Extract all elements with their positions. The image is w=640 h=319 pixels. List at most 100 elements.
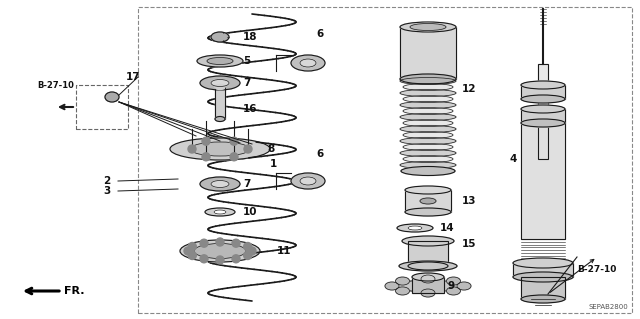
Ellipse shape <box>421 275 435 283</box>
Ellipse shape <box>521 119 565 127</box>
Circle shape <box>232 239 240 247</box>
Ellipse shape <box>405 186 451 194</box>
Bar <box>215 87 225 119</box>
Ellipse shape <box>457 282 471 290</box>
Ellipse shape <box>385 282 399 290</box>
Circle shape <box>188 145 196 153</box>
Bar <box>521 277 565 299</box>
Circle shape <box>244 251 252 259</box>
Ellipse shape <box>170 138 270 160</box>
Ellipse shape <box>447 277 460 285</box>
Bar <box>76 85 128 129</box>
Ellipse shape <box>205 208 235 216</box>
Text: 6: 6 <box>316 149 324 159</box>
Ellipse shape <box>396 277 410 285</box>
Circle shape <box>202 153 210 161</box>
Text: 11: 11 <box>277 246 291 256</box>
Ellipse shape <box>403 108 453 115</box>
Ellipse shape <box>211 181 229 188</box>
Bar <box>521 109 565 123</box>
Text: 3: 3 <box>103 186 110 196</box>
Text: 15: 15 <box>462 239 477 249</box>
Ellipse shape <box>400 78 456 85</box>
Bar <box>513 263 573 277</box>
Ellipse shape <box>400 74 456 84</box>
Ellipse shape <box>211 79 229 86</box>
Ellipse shape <box>401 167 455 175</box>
Bar <box>521 85 565 99</box>
Text: 13: 13 <box>462 196 477 206</box>
Text: B-27-10: B-27-10 <box>38 80 74 90</box>
Ellipse shape <box>215 85 225 90</box>
Circle shape <box>230 137 238 145</box>
Ellipse shape <box>403 131 453 138</box>
Bar <box>138 7 632 313</box>
Ellipse shape <box>200 177 240 191</box>
Ellipse shape <box>410 24 446 31</box>
Ellipse shape <box>403 95 453 102</box>
Circle shape <box>248 247 256 255</box>
Bar <box>400 27 456 79</box>
Ellipse shape <box>211 32 229 42</box>
Ellipse shape <box>521 119 565 127</box>
Ellipse shape <box>400 150 456 157</box>
Text: 2: 2 <box>103 176 110 186</box>
Circle shape <box>184 247 192 255</box>
Ellipse shape <box>513 272 573 282</box>
Ellipse shape <box>521 295 565 303</box>
Ellipse shape <box>521 95 565 103</box>
Text: 1: 1 <box>270 159 277 169</box>
Bar <box>408 241 448 266</box>
Ellipse shape <box>420 198 436 204</box>
Bar <box>521 109 565 123</box>
Bar <box>513 263 573 277</box>
Ellipse shape <box>300 177 316 185</box>
Text: 10: 10 <box>243 207 257 217</box>
Text: 7: 7 <box>243 179 250 189</box>
Ellipse shape <box>521 105 565 113</box>
Ellipse shape <box>403 155 453 162</box>
Ellipse shape <box>403 120 453 127</box>
Circle shape <box>244 145 252 153</box>
Ellipse shape <box>400 125 456 132</box>
Bar <box>412 277 444 293</box>
Ellipse shape <box>105 92 119 102</box>
Bar <box>538 64 548 159</box>
Bar <box>405 190 451 212</box>
Circle shape <box>244 242 252 250</box>
Ellipse shape <box>197 55 243 67</box>
Ellipse shape <box>521 81 565 89</box>
Circle shape <box>232 255 240 263</box>
Ellipse shape <box>399 261 457 271</box>
Ellipse shape <box>207 57 233 64</box>
Circle shape <box>216 256 224 264</box>
Text: B-27-10: B-27-10 <box>577 264 617 273</box>
Ellipse shape <box>412 273 444 281</box>
Text: 4: 4 <box>510 154 517 164</box>
Text: 8: 8 <box>267 144 275 154</box>
Circle shape <box>202 137 210 145</box>
Ellipse shape <box>400 161 456 168</box>
Circle shape <box>200 255 208 263</box>
Ellipse shape <box>400 114 456 121</box>
Bar <box>400 27 456 79</box>
Ellipse shape <box>408 262 448 270</box>
Text: 18: 18 <box>243 32 257 42</box>
Circle shape <box>230 153 238 161</box>
Ellipse shape <box>400 90 456 97</box>
Ellipse shape <box>403 144 453 151</box>
Ellipse shape <box>194 243 246 258</box>
Text: 9: 9 <box>448 281 455 291</box>
Text: 5: 5 <box>243 56 250 66</box>
Ellipse shape <box>403 167 453 174</box>
Bar <box>215 87 225 119</box>
Ellipse shape <box>180 240 260 262</box>
Ellipse shape <box>421 289 435 297</box>
Circle shape <box>188 251 196 259</box>
Bar <box>405 190 451 212</box>
Ellipse shape <box>400 101 456 108</box>
Ellipse shape <box>397 224 433 232</box>
Ellipse shape <box>400 137 456 145</box>
Circle shape <box>188 242 196 250</box>
Ellipse shape <box>214 210 226 214</box>
